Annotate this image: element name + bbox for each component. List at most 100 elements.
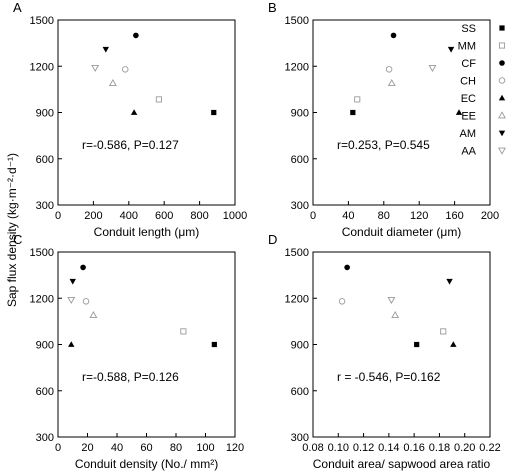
y-tick-label: 1500 bbox=[285, 15, 309, 27]
y-tick-label: 600 bbox=[291, 154, 309, 166]
legend: SS MM CF CH EC EE AM AA bbox=[458, 23, 506, 158]
y-tick-label: 1200 bbox=[285, 293, 309, 305]
legend-label-aa: AA bbox=[461, 146, 476, 158]
correlation-annotation: r=-0.586, P=0.127 bbox=[82, 138, 179, 152]
legend-marker-ch bbox=[498, 77, 506, 84]
plot-frame bbox=[57, 19, 236, 206]
legend-marker-ee bbox=[498, 111, 506, 119]
data-point-aa bbox=[428, 64, 437, 73]
y-tick-label: 300 bbox=[36, 432, 54, 444]
legend-label-ch: CH bbox=[460, 76, 476, 88]
x-tick-label: 80 bbox=[378, 210, 390, 222]
legend-marker-cf bbox=[499, 60, 505, 66]
x-axis-label: Conduit density (No./ mm²) bbox=[75, 457, 218, 471]
panel-label: D bbox=[268, 232, 277, 247]
x-tick-label: 0 bbox=[55, 210, 61, 222]
x-tick-label: 600 bbox=[155, 210, 173, 222]
x-tick-label: 40 bbox=[342, 210, 354, 222]
data-point-am bbox=[102, 46, 109, 53]
x-axis-label: Conduit diameter (μm) bbox=[342, 225, 462, 239]
x-tick-label: 0 bbox=[310, 210, 316, 222]
data-point-ec bbox=[130, 109, 138, 115]
y-tick-label: 300 bbox=[36, 200, 54, 212]
x-tick-label: 0.20 bbox=[454, 442, 475, 454]
y-axis-label: Sap flux density (kg·m⁻²·d⁻¹) bbox=[5, 153, 19, 307]
x-axis-label: Conduit length (μm) bbox=[94, 225, 200, 239]
x-tick-label: 0.22 bbox=[479, 442, 500, 454]
data-point-ee bbox=[391, 310, 400, 319]
x-tick-label: 0 bbox=[55, 442, 61, 454]
y-tick-label: 1500 bbox=[30, 247, 54, 259]
x-tick-label: 60 bbox=[140, 442, 152, 454]
data-point-ec bbox=[450, 341, 457, 347]
y-tick-label: 1200 bbox=[30, 293, 54, 305]
data-point-cf bbox=[80, 264, 86, 271]
data-point-am bbox=[447, 46, 455, 53]
data-point-mm bbox=[180, 328, 187, 335]
data-point-ss bbox=[414, 341, 420, 348]
data-point-ch bbox=[385, 66, 393, 73]
x-tick-label: 0.16 bbox=[403, 442, 424, 454]
data-point-ss bbox=[350, 109, 356, 116]
data-point-ec bbox=[68, 341, 75, 347]
x-tick-label: 1000 bbox=[223, 210, 247, 222]
x-tick-label: 800 bbox=[190, 210, 208, 222]
y-tick-label: 1500 bbox=[30, 15, 54, 27]
data-point-ee bbox=[108, 78, 117, 87]
data-point-am bbox=[69, 278, 76, 285]
y-tick-label: 900 bbox=[291, 340, 309, 352]
data-point-cf bbox=[390, 32, 397, 39]
correlation-annotation: r = -0.546, P=0.162 bbox=[337, 370, 441, 384]
x-tick-label: 0.14 bbox=[378, 442, 399, 454]
legend-marker-aa bbox=[498, 147, 506, 155]
x-tick-label: 200 bbox=[481, 210, 499, 222]
legend-marker-ss bbox=[499, 25, 505, 31]
correlation-annotation: r=0.253, P=0.545 bbox=[337, 138, 430, 152]
legend-marker-am bbox=[498, 130, 506, 137]
x-tick-label: 160 bbox=[445, 210, 463, 222]
data-point-aa bbox=[387, 296, 396, 305]
legend-label-mm: MM bbox=[458, 41, 476, 53]
x-tick-label: 120 bbox=[410, 210, 428, 222]
x-tick-label: 200 bbox=[84, 210, 102, 222]
legend-label-cf: CF bbox=[461, 58, 476, 70]
panel-C: C 300 600 900 1200 1500 0 20 40 60 80 100 120 Conduit… bbox=[13, 232, 244, 471]
y-tick-label: 600 bbox=[36, 154, 54, 166]
x-tick-label: 0.12 bbox=[353, 442, 374, 454]
plot-frame bbox=[57, 251, 236, 438]
panel-A: A 300 600 900 1200 1500 0 200 400 600 800 1000 Condu… bbox=[13, 0, 247, 239]
x-tick-label: 0.18 bbox=[429, 442, 450, 454]
y-tick-label: 300 bbox=[291, 200, 309, 212]
legend-label-ec: EC bbox=[461, 93, 476, 105]
panel-B: B 300 600 900 1200 1500 0 40 80 120 160 200 Conduit … bbox=[268, 0, 499, 239]
data-point-aa bbox=[67, 296, 76, 305]
data-point-cf bbox=[133, 32, 139, 39]
x-tick-label: 100 bbox=[196, 442, 214, 454]
x-tick-label: 120 bbox=[226, 442, 244, 454]
y-tick-label: 1200 bbox=[30, 61, 54, 73]
data-point-ch bbox=[338, 298, 346, 305]
data-point-ch bbox=[122, 66, 129, 73]
panel-label: C bbox=[13, 232, 22, 247]
y-tick-label: 1500 bbox=[285, 247, 309, 259]
y-tick-label: 900 bbox=[36, 108, 54, 120]
x-tick-label: 40 bbox=[111, 442, 123, 454]
data-point-ss bbox=[211, 109, 217, 116]
data-point-cf bbox=[344, 264, 350, 271]
panel-D: D 300 600 900 1200 1500 0.08 0.10 0.12 0.14 0.16 0.… bbox=[268, 232, 501, 471]
x-tick-label: 80 bbox=[170, 442, 182, 454]
data-point-ee bbox=[89, 310, 98, 319]
y-tick-label: 900 bbox=[36, 340, 54, 352]
y-tick-label: 600 bbox=[291, 386, 309, 398]
legend-marker-mm bbox=[498, 42, 506, 49]
x-axis-label: Conduit area/ sapwood area ratio bbox=[313, 457, 491, 471]
panel-label: A bbox=[13, 0, 22, 15]
plot-frame bbox=[312, 251, 491, 438]
x-tick-label: 400 bbox=[120, 210, 138, 222]
correlation-annotation: r=-0.588, P=0.126 bbox=[82, 370, 179, 384]
data-point-am bbox=[446, 278, 453, 285]
legend-label-ee: EE bbox=[461, 111, 476, 123]
y-tick-label: 600 bbox=[36, 386, 54, 398]
legend-label-am: AM bbox=[460, 128, 477, 140]
